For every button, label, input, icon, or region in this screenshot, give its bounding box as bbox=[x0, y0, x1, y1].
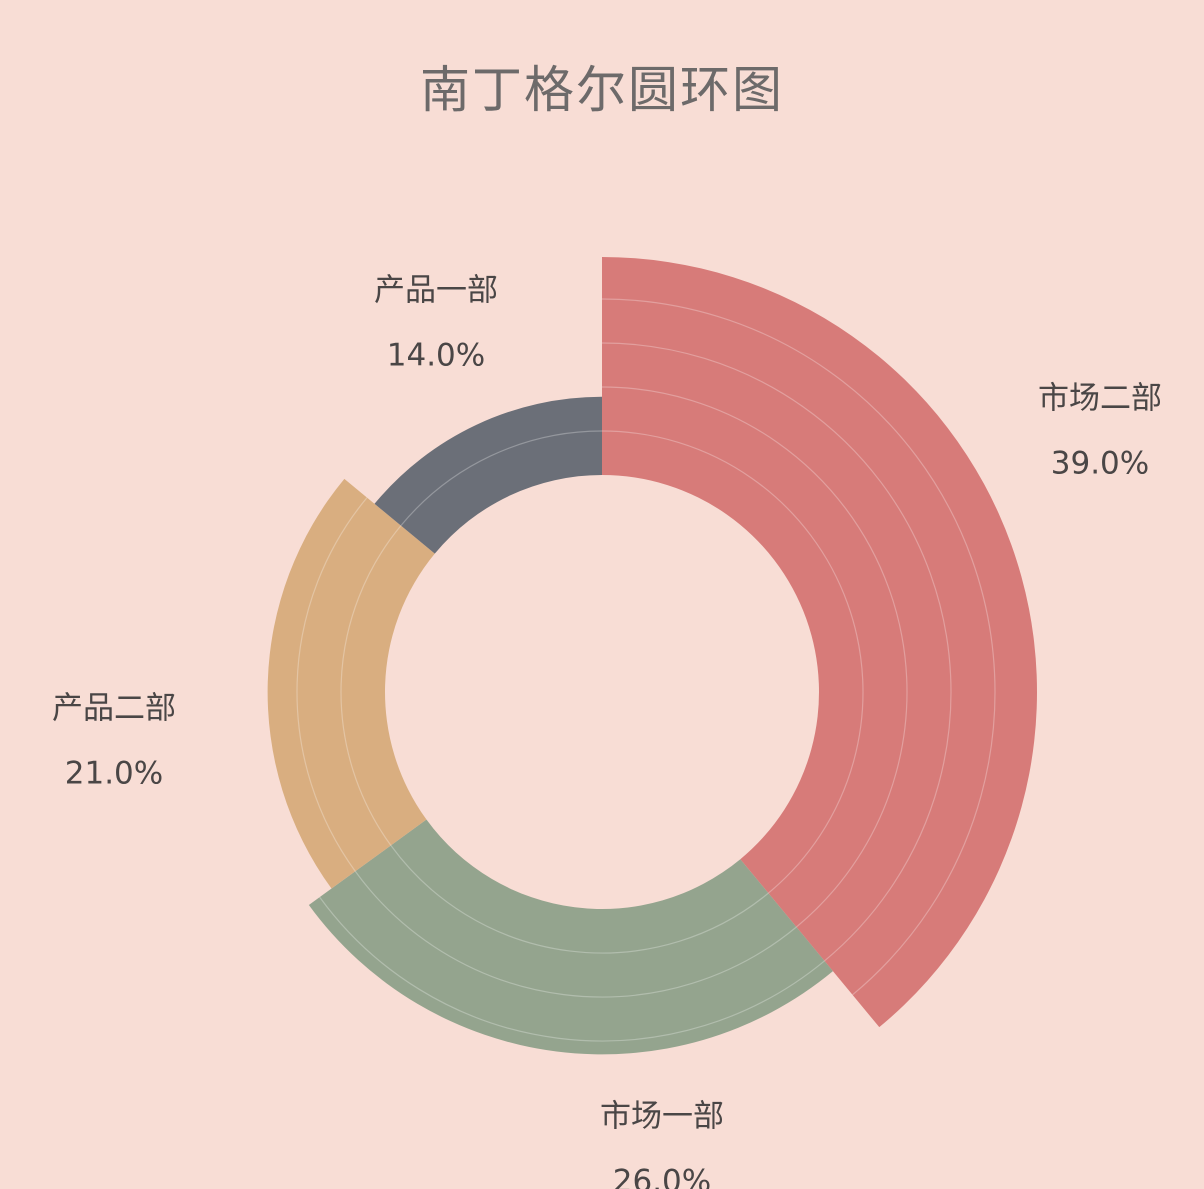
slice-1-ring bbox=[601, 430, 864, 894]
slice-label-name-4: 产品一部 bbox=[374, 273, 498, 309]
slice-label-value-4: 14.0% bbox=[387, 338, 485, 374]
slice-2 bbox=[308, 819, 833, 1055]
chart-title: 南丁格尔圆环图 bbox=[420, 61, 784, 119]
slice-1-ring bbox=[601, 342, 952, 962]
slice-4-ring bbox=[400, 430, 603, 527]
slice-2-ring bbox=[354, 870, 797, 998]
slice-label-value-2: 26.0% bbox=[613, 1164, 711, 1189]
slice-labels: 市场二部 39.0% 市场一部 26.0% 产品二部 21.0% 产品一部 14.0% bbox=[52, 273, 1162, 1189]
slice-2-ring bbox=[319, 896, 825, 1042]
slice-3-ring bbox=[340, 525, 402, 846]
ring-gridlines bbox=[296, 298, 996, 1042]
slice-3-ring bbox=[296, 497, 368, 872]
slice-2-ring bbox=[390, 845, 769, 954]
slice-label-value-1: 39.0% bbox=[1051, 446, 1149, 482]
slice-4 bbox=[374, 396, 602, 554]
slice-1-ring bbox=[601, 298, 996, 996]
slice-label-name-2: 市场一部 bbox=[600, 1099, 724, 1135]
slice-label-value-3: 21.0% bbox=[65, 756, 163, 792]
slice-label-name-1: 市场二部 bbox=[1038, 381, 1162, 417]
slice-3 bbox=[267, 478, 435, 889]
slice-label-name-3: 产品二部 bbox=[52, 691, 176, 727]
slice-1-ring bbox=[601, 386, 908, 928]
slice-1 bbox=[602, 257, 1037, 1028]
slices bbox=[267, 257, 1037, 1055]
